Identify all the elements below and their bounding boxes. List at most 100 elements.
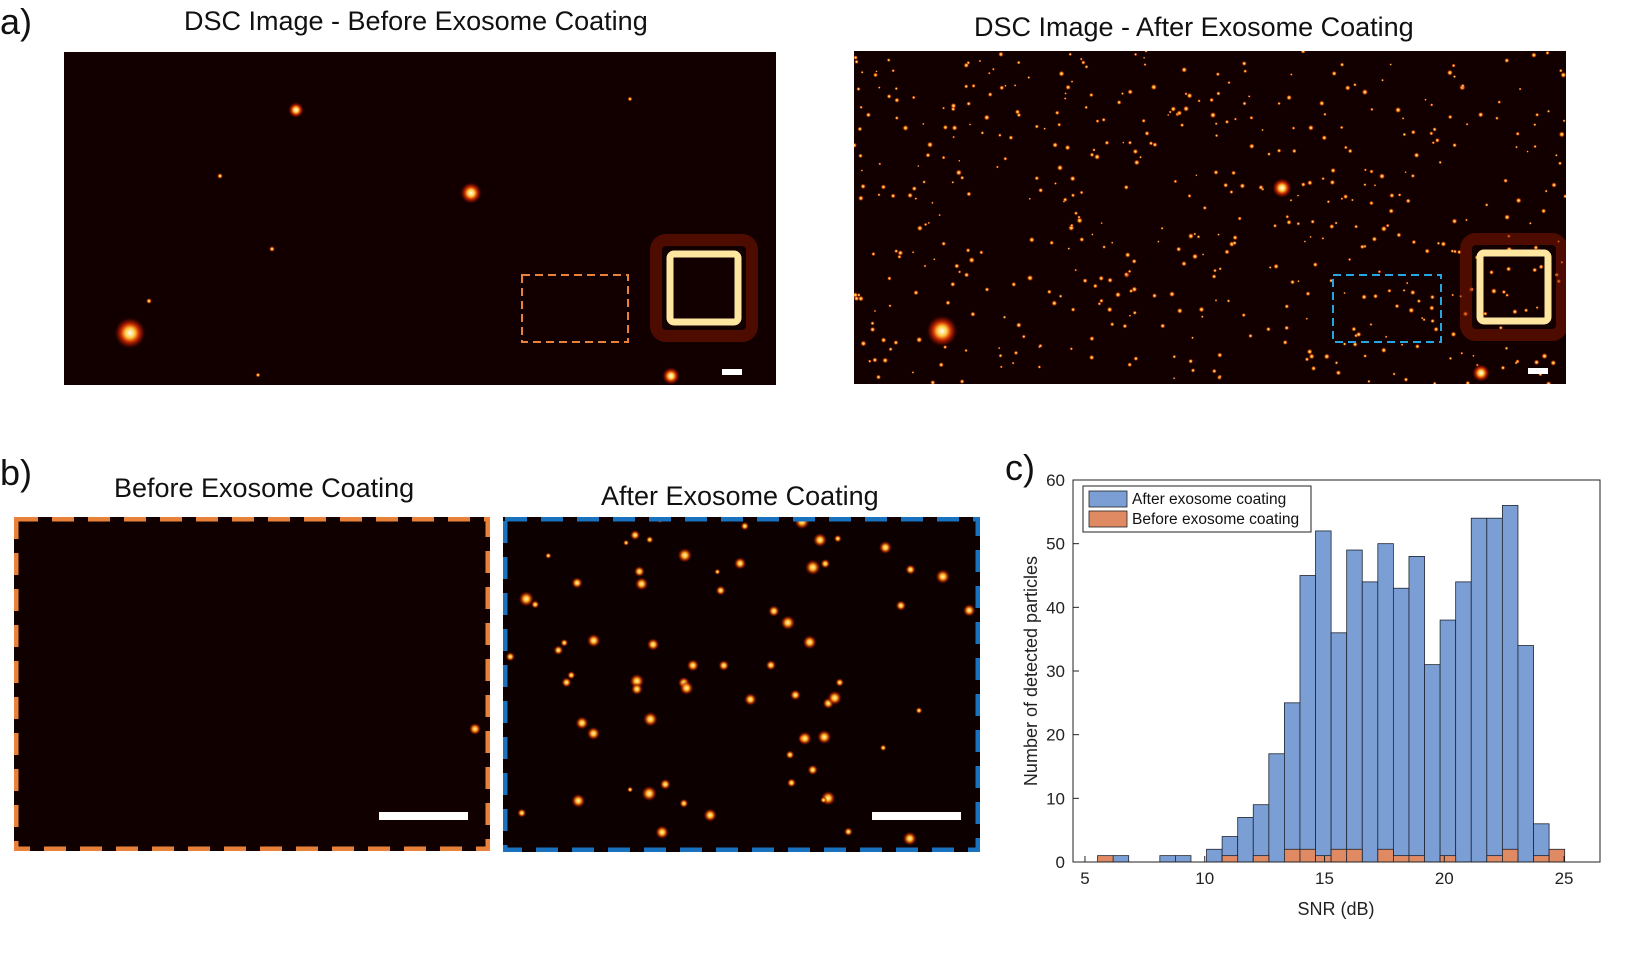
particle (1089, 335, 1095, 342)
particle (902, 831, 917, 846)
particle (860, 183, 866, 190)
particle (1354, 224, 1359, 229)
y-tick-label: 60 (1046, 471, 1065, 490)
particle (1410, 129, 1416, 135)
particle (1229, 189, 1234, 195)
particle (1176, 110, 1183, 116)
particle (1353, 82, 1357, 87)
particle (1124, 252, 1131, 258)
particle (1028, 197, 1032, 201)
particle (915, 707, 923, 714)
particle (1173, 179, 1178, 184)
particle (586, 633, 601, 648)
particle (655, 825, 670, 840)
particle (860, 169, 864, 172)
particle (1518, 87, 1522, 91)
particle (812, 532, 828, 548)
particle (1133, 52, 1138, 57)
particle (858, 153, 863, 159)
particle (1201, 253, 1205, 256)
particle (733, 557, 747, 570)
particle (1003, 156, 1008, 161)
particle (1232, 234, 1238, 241)
histogram-bar-after (1501, 505, 1519, 863)
particle (1558, 68, 1563, 73)
particle (911, 251, 915, 254)
particle (951, 124, 958, 131)
histogram-bar-before (1097, 855, 1114, 863)
particle (1069, 175, 1076, 182)
particle (1258, 184, 1264, 191)
histogram-bar-after (1517, 645, 1534, 863)
particle (895, 600, 907, 611)
particle (1065, 84, 1071, 91)
zoom-image-after-canvas (503, 517, 980, 852)
x-tick-label: 20 (1435, 869, 1454, 888)
particle (1404, 171, 1407, 174)
particle (1380, 347, 1387, 354)
particle (1133, 356, 1139, 362)
particle (1551, 182, 1557, 188)
particle (1352, 341, 1358, 347)
particle (1321, 135, 1328, 141)
particle (703, 808, 718, 823)
particle (1079, 57, 1083, 61)
histogram-bar-before (1501, 848, 1519, 863)
particle (1381, 78, 1384, 82)
particle (1187, 193, 1192, 198)
scale-bar (1528, 368, 1548, 374)
particle (1106, 306, 1113, 313)
histogram-bar-before (1486, 855, 1503, 863)
roi-box-after (1332, 274, 1442, 343)
particle (1084, 64, 1089, 69)
particle (1098, 275, 1104, 282)
histogram-bar-after (1112, 855, 1130, 863)
particle (888, 304, 892, 308)
particle (1141, 118, 1146, 124)
particle (1052, 142, 1058, 148)
particle (1261, 128, 1264, 132)
legend-swatch-after (1088, 490, 1128, 508)
particle (999, 85, 1005, 91)
snr-histogram: 5 10 15 20 25 0 10 20 30 40 50 60 SNR (dB) Number o… (1021, 471, 1601, 919)
particle (1267, 152, 1271, 157)
particle (1231, 170, 1237, 176)
particle (1387, 288, 1392, 293)
x-tick-label: 25 (1555, 869, 1574, 888)
particle (1309, 235, 1312, 239)
particle (942, 124, 949, 131)
particle (1167, 113, 1170, 117)
particle (1452, 74, 1457, 79)
particle (923, 222, 928, 227)
particle (1405, 198, 1411, 204)
particle (217, 173, 223, 179)
particle (1217, 233, 1220, 237)
particle (1027, 75, 1031, 80)
particle (917, 164, 920, 168)
particle (1305, 291, 1311, 297)
particle (1062, 197, 1068, 203)
particle (1091, 233, 1094, 236)
particle (1394, 106, 1402, 114)
particle (1109, 322, 1115, 327)
particle (1286, 94, 1292, 101)
particle (1064, 92, 1067, 95)
particle (875, 374, 882, 380)
particle (1127, 89, 1133, 95)
particle (1273, 263, 1279, 270)
particle (1172, 376, 1176, 380)
particle (1504, 57, 1510, 64)
particle (1133, 159, 1140, 166)
particle (1054, 110, 1060, 116)
histogram-bar-after (1252, 804, 1270, 863)
particle (1198, 306, 1205, 313)
particle (1495, 116, 1499, 121)
particle (922, 122, 925, 126)
particle (1321, 236, 1325, 240)
particle (987, 71, 991, 75)
particle (1224, 119, 1230, 125)
particle (1563, 194, 1566, 199)
particle (1081, 60, 1086, 65)
particle (870, 321, 875, 326)
particle (890, 193, 896, 199)
